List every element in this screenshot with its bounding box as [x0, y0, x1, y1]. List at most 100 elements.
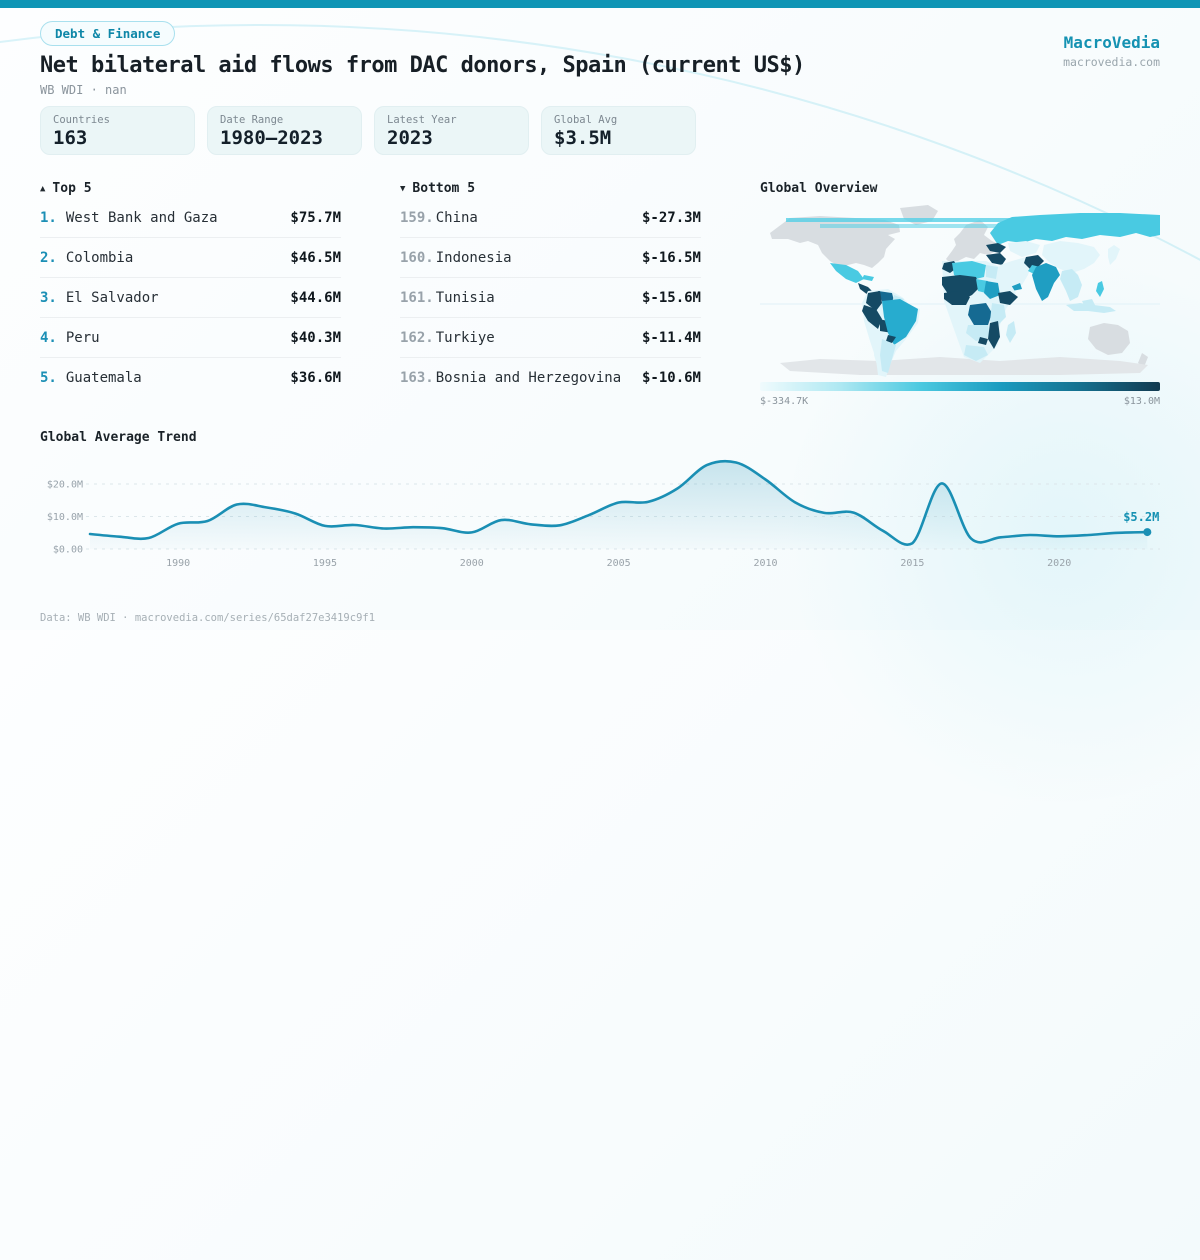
map-region-argentina	[880, 339, 896, 373]
country-value: $36.6M	[290, 370, 341, 386]
svg-text:$10.0M: $10.0M	[47, 512, 83, 523]
trend-chart: $0.00 $10.0M $20.0M 1990 1995 2000 2005 2010 201…	[47, 459, 1160, 569]
brand-block: MacroVedia macrovedia.com	[1063, 33, 1160, 69]
map-arctic-stripe-1	[786, 218, 1160, 222]
stat-card-latest-year: Latest Year 2023	[374, 106, 529, 155]
country-value: $44.6M	[290, 289, 341, 306]
stat-card-date-range: Date Range 1980–2023	[207, 106, 362, 155]
country-name: Indonesia	[435, 249, 512, 266]
map-region-india	[1032, 263, 1060, 301]
top-accent-bar	[0, 0, 1200, 8]
list-item: 162. Turkiye $-11.4M	[400, 318, 701, 358]
stat-value: 163	[53, 127, 88, 149]
stat-value: 2023	[387, 127, 433, 149]
map-region-new-zealand	[1138, 353, 1148, 367]
map-region-colombia	[866, 291, 882, 311]
rank-label: 3.	[40, 289, 57, 306]
country-value: $-11.4M	[641, 329, 701, 346]
country-name: China	[435, 209, 478, 226]
list-item: 4. Peru $40.3M	[40, 318, 341, 358]
map-region-philippines	[1096, 281, 1104, 297]
map-region-afghanistan	[1024, 255, 1044, 269]
map-region-north-america	[770, 216, 900, 268]
list-item: 5. Guatemala $36.6M	[40, 358, 341, 398]
top5-title: ▲ Top 5	[40, 181, 341, 196]
map-region-japan	[1108, 245, 1120, 265]
svg-text:1990: 1990	[166, 558, 190, 569]
map-region-madagascar	[1006, 321, 1016, 343]
list-item: 160. Indonesia $-16.5M	[400, 238, 701, 278]
country-name: Colombia	[65, 249, 134, 266]
svg-text:1995: 1995	[313, 558, 337, 569]
legend-min-label: $-334.7K	[760, 396, 809, 407]
down-triangle-icon: ▼	[400, 183, 406, 194]
trend-panel: Global Average Trend $0.00 $10.0M $20.0M 19…	[40, 430, 1160, 599]
top5-panel: ▲ Top 5 1. West Bank and Gaza $75.7M 2. …	[40, 181, 341, 398]
map-region-egypt	[986, 265, 998, 279]
country-value: $-15.6M	[641, 289, 701, 306]
svg-text:$0.00: $0.00	[53, 545, 83, 556]
bottom5-title: ▼ Bottom 5	[400, 181, 701, 196]
map-arctic-stripe-2	[820, 224, 1160, 228]
world-choropleth-map	[760, 205, 1160, 377]
map-region-se-asia	[1060, 269, 1082, 301]
country-name: Guatemala	[65, 370, 142, 386]
map-region-ethiopia	[998, 291, 1018, 305]
map-region-russia	[990, 213, 1160, 245]
map-legend-bar	[760, 382, 1160, 391]
country-value: $-10.6M	[641, 370, 701, 386]
country-name: Tunisia	[435, 289, 495, 306]
bottom5-title-label: Bottom 5	[412, 181, 476, 196]
country-value: $-27.3M	[641, 209, 701, 226]
page-subtitle: WB WDI · nan	[40, 83, 127, 97]
category-badge: Debt & Finance	[40, 21, 176, 46]
list-item: 3. El Salvador $44.6M	[40, 278, 341, 318]
map-region-east-africa	[990, 303, 1006, 325]
rank-label: 162.	[400, 329, 434, 346]
svg-text:$5.2M: $5.2M	[1123, 510, 1159, 524]
rank-label: 1.	[40, 209, 57, 226]
map-panel: Global Overview	[760, 181, 1160, 407]
map-region-ukraine	[986, 243, 1006, 253]
stat-value: 1980–2023	[220, 127, 323, 149]
list-item: 1. West Bank and Gaza $75.7M	[40, 198, 341, 238]
trend-title: Global Average Trend	[40, 430, 197, 445]
country-value: $40.3M	[290, 329, 341, 346]
svg-text:2015: 2015	[900, 558, 924, 569]
country-name: Bosnia and Herzegovina	[435, 370, 622, 386]
rank-label: 5.	[40, 370, 57, 386]
map-region-central-asia	[1008, 241, 1040, 257]
bottom5-list: 159. China $-27.3M 160. Indonesia $-16.5…	[400, 198, 701, 398]
svg-text:2010: 2010	[753, 558, 777, 569]
stats-row: Countries 163 Date Range 1980–2023 Lates…	[40, 106, 696, 155]
list-item: 161. Tunisia $-15.6M	[400, 278, 701, 318]
stat-label: Date Range	[220, 114, 284, 126]
map-region-venezuela	[878, 291, 894, 301]
legend-max-label: $13.0M	[1123, 396, 1160, 407]
stat-label: Latest Year	[387, 114, 457, 126]
country-name: Turkiye	[435, 329, 495, 346]
map-region-zimbabwe	[978, 337, 988, 345]
top5-title-label: Top 5	[52, 181, 92, 196]
map-region-angola-zambia	[966, 325, 990, 341]
map-legend-labels: $-334.7K $13.0M	[760, 396, 1160, 407]
svg-text:2000: 2000	[460, 558, 484, 569]
bottom5-panel: ▼ Bottom 5 159. China $-27.3M 160. Indon…	[400, 181, 701, 398]
rank-label: 159.	[400, 209, 434, 226]
map-region-europe	[946, 220, 1000, 263]
map-region-paraguay	[886, 335, 896, 343]
svg-text:2020: 2020	[1047, 558, 1071, 569]
country-name: El Salvador	[65, 289, 159, 306]
list-item: 2. Colombia $46.5M	[40, 238, 341, 278]
country-value: $75.7M	[290, 209, 341, 226]
brand-domain: macrovedia.com	[1063, 55, 1160, 69]
footer-source: Data: WB WDI · macrovedia.com/series/65d…	[40, 612, 376, 624]
page-title: Net bilateral aid flows from DAC donors,…	[40, 53, 805, 78]
map-region-mexico	[830, 263, 864, 283]
rank-label: 161.	[400, 289, 434, 306]
map-region-turkiye	[986, 253, 1006, 265]
rank-label: 163.	[400, 370, 434, 386]
country-value: $46.5M	[290, 249, 341, 266]
map-region-south-africa	[964, 345, 988, 361]
stat-label: Global Avg	[554, 114, 618, 126]
